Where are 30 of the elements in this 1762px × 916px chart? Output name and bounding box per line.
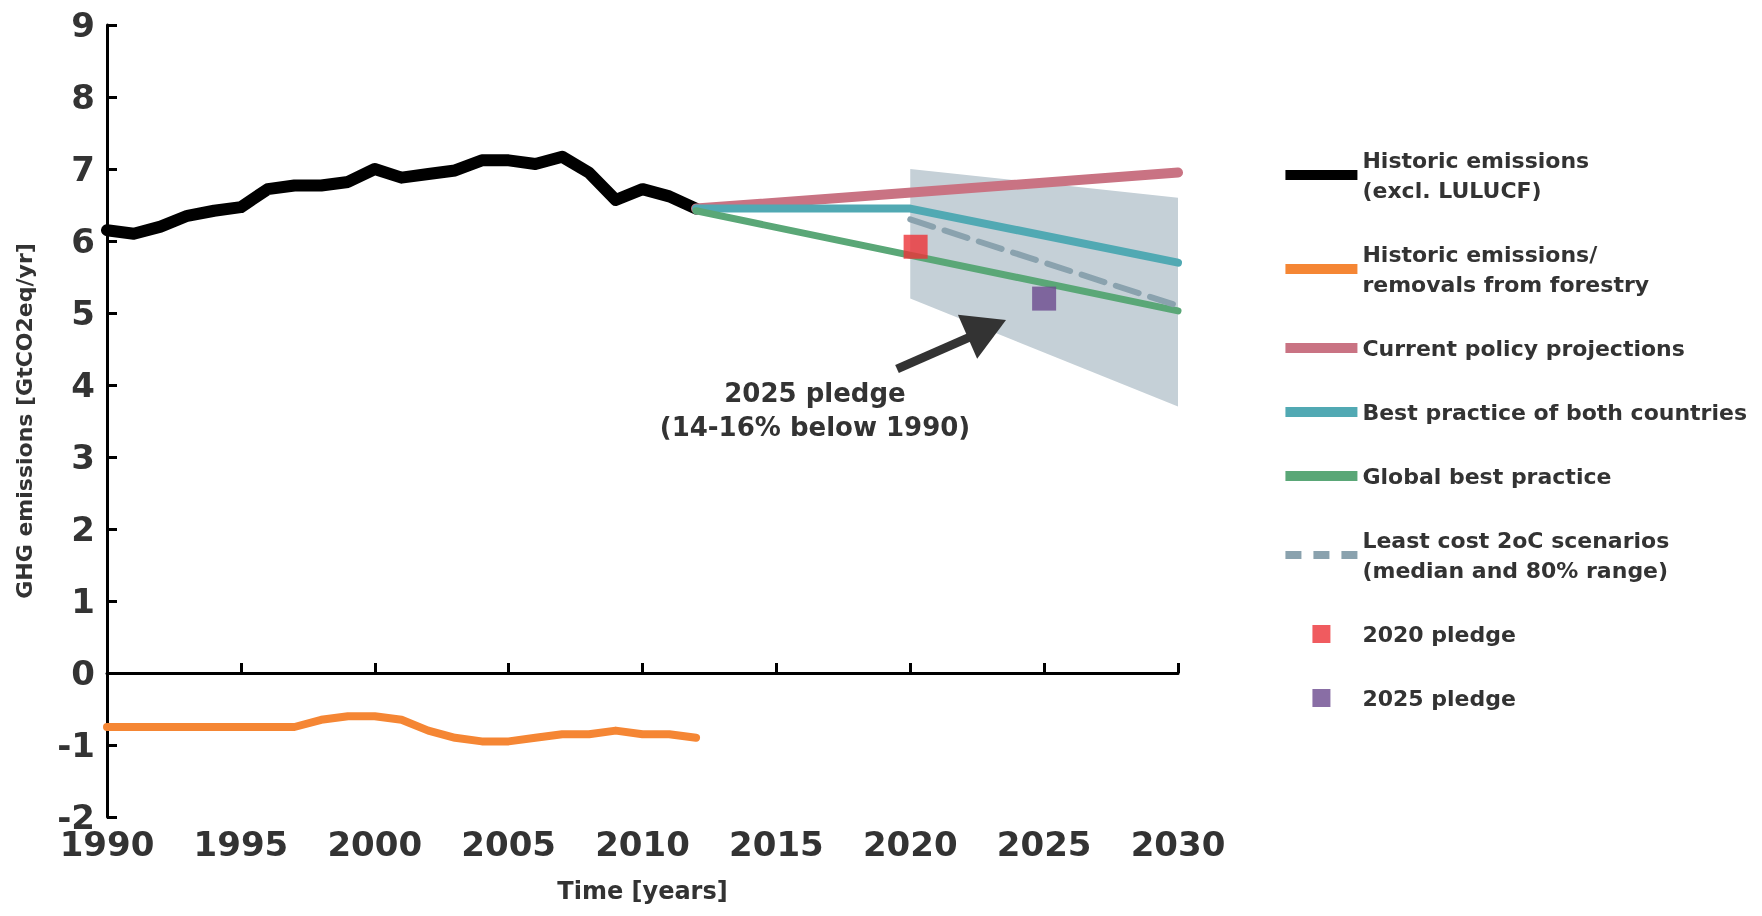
legend-label: Historic emissions (excl. LULUCF) [1362,147,1590,203]
x-tick-label: 2020 [862,824,958,864]
y-tick-label: 5 [71,293,95,333]
legend-label: Global best practice [1362,463,1612,489]
x-tick-label: 1995 [193,824,289,864]
y-tick-label: 1 [71,581,95,621]
legend-label: Current policy projections [1362,335,1685,361]
x-axis-title: Time [years] [557,877,728,905]
legend-label: Least cost 2oC scenarios (median and 80% range) [1362,527,1670,583]
x-tick-label: 2015 [729,824,824,864]
y-tick-label: 4 [71,365,95,405]
x-tick-label: 2005 [461,824,556,864]
x-tick-label: 2030 [1130,824,1226,864]
y-axis-title: GHG emissions [GtCO2eq/yr] [11,243,37,599]
x-tick-label: 2010 [595,824,690,864]
annotation: 2025 pledge (14-16% below 1990) [659,378,971,442]
x-tick-label: 2000 [327,824,423,864]
legend-label: Best practice of both countries [1362,399,1748,425]
y-tick-label: 0 [71,653,95,693]
x-tick-label: 2025 [996,824,1092,864]
y-tick-label: 8 [71,77,95,117]
legend-label: 2025 pledge [1362,685,1516,711]
y-tick-label: 3 [71,437,95,477]
y-tick-label: 7 [71,149,95,189]
legend-label: Historic emissions/ removals from forestry [1362,241,1650,297]
y-tick-label: -1 [57,725,95,765]
legend-label: 2020 pledge [1362,621,1516,647]
y-tick-label: 9 [71,5,95,45]
y-tick-label: 6 [71,221,95,261]
y-tick-label: 2 [71,509,95,549]
